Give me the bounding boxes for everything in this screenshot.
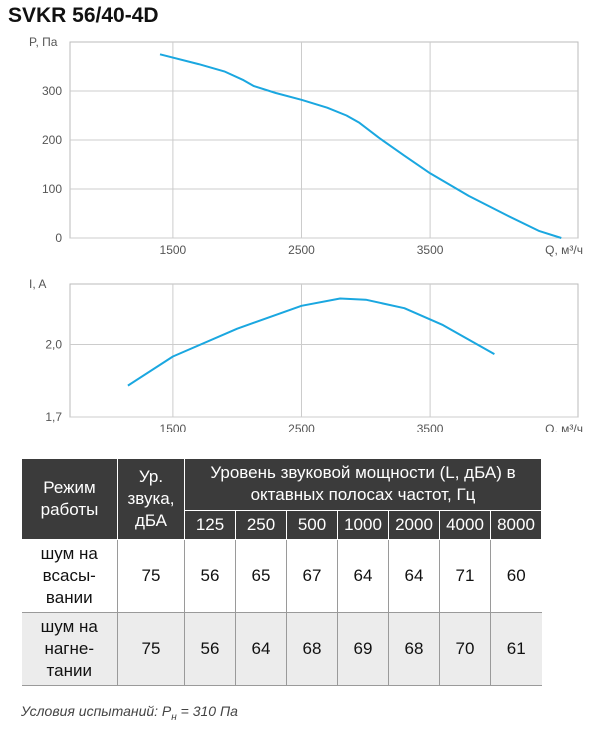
pressure-curve bbox=[159, 53, 562, 239]
current-curve bbox=[127, 297, 495, 387]
current-y-tick-label: 2,0 bbox=[45, 337, 62, 351]
pressure-y-axis-label: P, Па bbox=[29, 35, 58, 49]
note-subscript: н bbox=[171, 711, 177, 723]
pressure-chart: 0 100 200 300 1500 2500 3500 P, Па Q, м³/ч bbox=[29, 35, 583, 257]
row-sound-power-value: 68 bbox=[388, 612, 440, 686]
header-mode: Режим работы bbox=[21, 458, 118, 540]
current-plot-frame bbox=[69, 283, 579, 418]
row-sound-power-value: 70 bbox=[439, 612, 491, 686]
current-x-axis-label: Q, м³/ч bbox=[545, 422, 583, 432]
row-sound-power-value: 56 bbox=[184, 612, 236, 686]
row-sound-power-value: 56 bbox=[184, 539, 236, 613]
freq-header: 500 bbox=[286, 509, 338, 541]
freq-header: 250 bbox=[235, 509, 287, 541]
freq-header: 1000 bbox=[337, 509, 389, 541]
row-sound-power-value: 61 bbox=[490, 612, 542, 686]
freq-header: 125 bbox=[184, 509, 236, 541]
test-conditions-note: Условия испытаний: Pн = 310 Па bbox=[21, 703, 238, 723]
pressure-x-tick-label: 2500 bbox=[288, 243, 315, 257]
pressure-y-tick-label: 100 bbox=[42, 182, 62, 196]
freq-header: 8000 bbox=[490, 509, 542, 541]
row-sound-power-value: 60 bbox=[490, 539, 542, 613]
current-x-tick-label: 1500 bbox=[160, 422, 187, 432]
current-y-axis-label: I, A bbox=[29, 277, 46, 291]
freq-header: 4000 bbox=[439, 509, 491, 541]
row-sound-level: 75 bbox=[117, 539, 185, 613]
row-sound-power-value: 64 bbox=[388, 539, 440, 613]
header-sound-power: Уровень звуковой мощности (L, дБА) в окт… bbox=[184, 458, 542, 511]
note-prefix: Условия испытаний: P bbox=[21, 703, 172, 719]
header-sound-level: Ур. звука, дБА bbox=[117, 458, 185, 540]
row-sound-power-value: 67 bbox=[286, 539, 338, 613]
row-mode-label: шум на всасы-вании bbox=[21, 539, 118, 613]
row-sound-power-value: 64 bbox=[235, 612, 287, 686]
pressure-y-tick-label: 0 bbox=[55, 231, 62, 245]
chart-title: SVKR 56/40-4D bbox=[8, 4, 159, 27]
current-x-tick-label: 3500 bbox=[417, 422, 444, 432]
freq-header: 2000 bbox=[388, 509, 440, 541]
row-sound-level: 75 bbox=[117, 612, 185, 686]
pressure-x-tick-label: 3500 bbox=[417, 243, 444, 257]
row-sound-power-value: 65 bbox=[235, 539, 287, 613]
pressure-x-tick-label: 1500 bbox=[160, 243, 187, 257]
row-mode-label: шум на нагне-тании bbox=[21, 612, 118, 686]
row-sound-power-value: 69 bbox=[337, 612, 389, 686]
row-sound-power-value: 71 bbox=[439, 539, 491, 613]
pressure-x-axis-label: Q, м³/ч bbox=[545, 243, 583, 257]
current-chart: 1,7 2,0 1500 2500 3500 I, A Q, м³/ч bbox=[29, 277, 583, 432]
current-y-tick-label: 1,7 bbox=[45, 410, 62, 424]
note-suffix: = 310 Па bbox=[176, 703, 238, 719]
pressure-y-tick-label: 300 bbox=[42, 84, 62, 98]
row-sound-power-value: 68 bbox=[286, 612, 338, 686]
pressure-y-tick-label: 200 bbox=[42, 133, 62, 147]
row-sound-power-value: 64 bbox=[337, 539, 389, 613]
sound-table: Режим работы Ур. звука, дБА Уровень звук… bbox=[21, 458, 542, 686]
current-x-tick-label: 2500 bbox=[288, 422, 315, 432]
